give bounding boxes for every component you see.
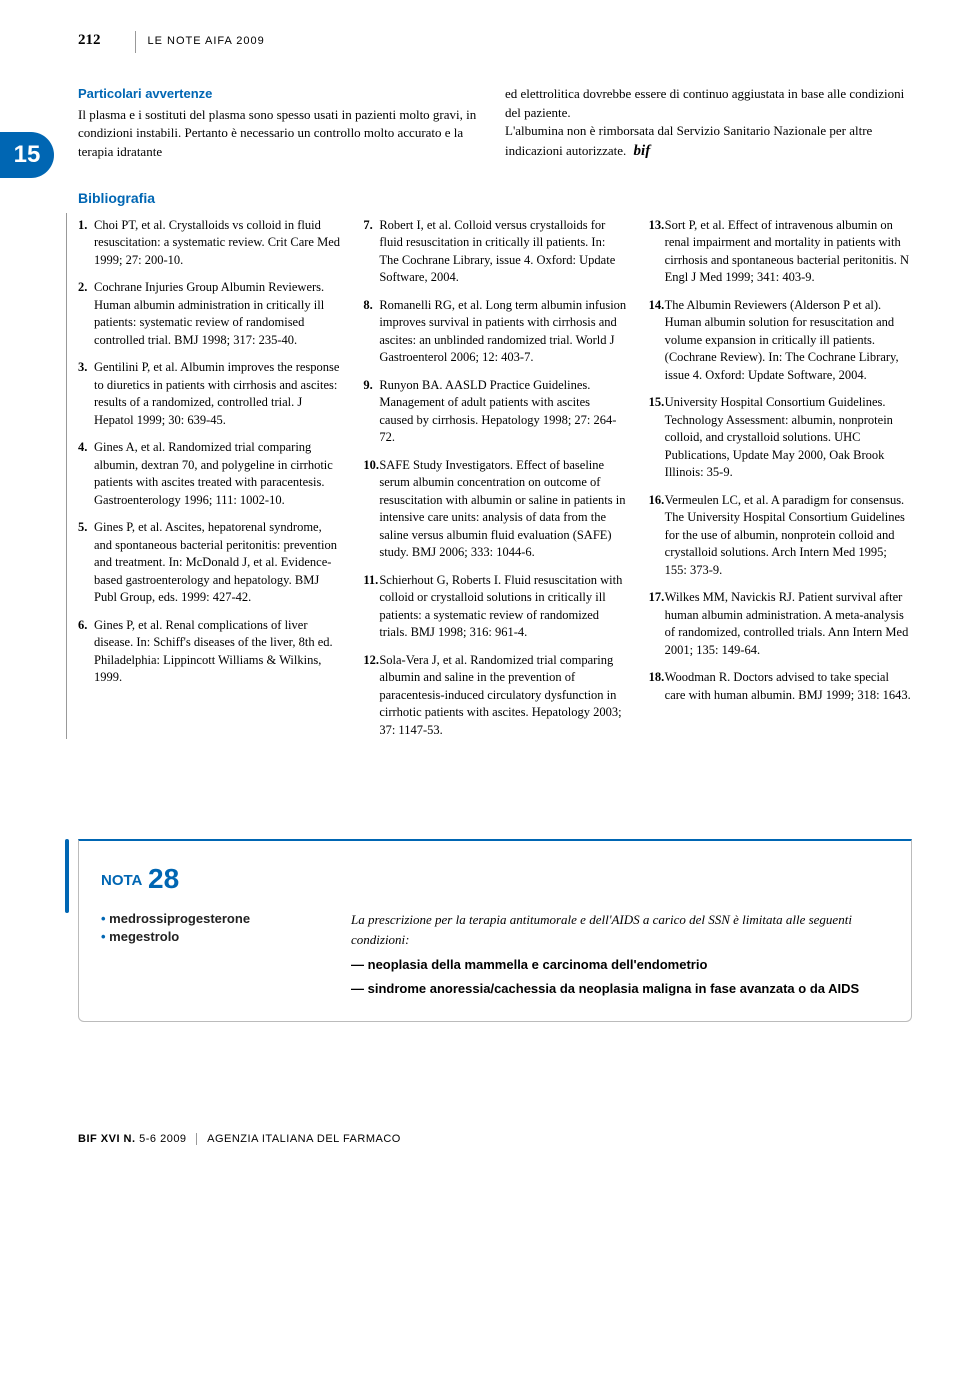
bibliography-title: Bibliografia [78, 189, 912, 209]
nota-lead: La prescrizione per la terapia antitumor… [351, 910, 889, 950]
bib-number: 5. [78, 519, 87, 537]
bib-text: Schierhout G, Roberts I. Fluid resuscita… [379, 573, 622, 640]
bib-number: 15. [649, 394, 665, 412]
bib-number: 8. [363, 297, 372, 315]
bib-text: Gentilini P, et al. Albumin improves the… [94, 360, 339, 427]
bib-number: 10. [363, 457, 379, 475]
bib-text: Robert I, et al. Colloid versus crystall… [379, 218, 615, 285]
nota-drug-item: medrossiprogesterone [101, 910, 321, 928]
bib-text: The Albumin Reviewers (Alderson P et al)… [665, 298, 899, 382]
bibliography-item: 17.Wilkes MM, Navickis RJ. Patient survi… [649, 589, 912, 659]
bib-text: Choi PT, et al. Crystalloids vs colloid … [94, 218, 340, 267]
page-number: 212 [78, 30, 101, 51]
side-rule [66, 213, 67, 739]
bib-text: Runyon BA. AASLD Practice Guidelines. Ma… [379, 378, 616, 445]
bib-text: Woodman R. Doctors advised to take speci… [665, 670, 911, 702]
footer-issue: 5-6 2009 [139, 1133, 186, 1145]
bibliography-item: 9. Runyon BA. AASLD Practice Guidelines. … [363, 377, 626, 447]
bib-number: 11. [363, 572, 378, 590]
bibliography-item: 12.Sola-Vera J, et al. Randomized trial … [363, 652, 626, 740]
bibliography-item: 13.Sort P, et al. Effect of intravenous … [649, 217, 912, 287]
nota-right: La prescrizione per la terapia antitumor… [351, 910, 889, 999]
intro-text-2a: ed elettrolitica dovrebbe essere di cont… [505, 86, 904, 120]
bib-text: Sort P, et al. Effect of intravenous alb… [665, 218, 909, 285]
bib-number: 1. [78, 217, 87, 235]
bib-number: 12. [363, 652, 379, 670]
nota-condition: neoplasia della mammella e carcinoma del… [351, 955, 889, 975]
bib-number: 16. [649, 492, 665, 510]
bib-text: Vermeulen LC, et al. A paradigm for cons… [665, 493, 905, 577]
bib-text: Cochrane Injuries Group Albumin Reviewer… [94, 280, 324, 347]
bibliography-item: 11.Schierhout G, Roberts I. Fluid resusc… [363, 572, 626, 642]
bibliography-columns: 1. Choi PT, et al. Crystalloids vs colloi… [78, 217, 912, 740]
bibliography-item: 2. Cochrane Injuries Group Albumin Review… [78, 279, 341, 349]
page-header: 212 LE NOTE AIFA 2009 [78, 30, 912, 53]
bibliography-item: 10.SAFE Study Investigators. Effect of b… [363, 457, 626, 562]
intro-text-2b: L'albumina non è rimborsata dal Servizio… [505, 123, 872, 158]
intro-col-2: ed elettrolitica dovrebbe essere di cont… [505, 85, 912, 163]
bibliography-item: 4. Gines A, et al. Randomized trial compa… [78, 439, 341, 509]
bib-number: 7. [363, 217, 372, 235]
bibliography-item: 6. Gines P, et al. Renal complications of… [78, 617, 341, 687]
bib-number: 9. [363, 377, 372, 395]
bib-text: Wilkes MM, Navickis RJ. Patient survival… [665, 590, 909, 657]
bib-number: 4. [78, 439, 87, 457]
bib-text: Gines P, et al. Ascites, hepatorenal syn… [94, 520, 337, 604]
nota-box: NOTA 28 medrossiprogesteronemegestrolo L… [78, 839, 912, 1022]
bib-text: University Hospital Consortium Guideline… [665, 395, 893, 479]
intro-col-1: Particolari avvertenze Il plasma e i sos… [78, 85, 485, 163]
footer-bif: BIF XVI N. [78, 1133, 136, 1145]
bib-text: Gines A, et al. Randomized trial compari… [94, 440, 333, 507]
nota-label: NOTA [101, 872, 142, 889]
bib-number: 6. [78, 617, 87, 635]
nota-header: NOTA 28 [101, 859, 889, 898]
page-footer: BIF XVI N. 5-6 2009 AGENZIA ITALIANA DEL… [78, 1132, 912, 1147]
bib-text: Romanelli RG, et al. Long term albumin i… [379, 298, 626, 365]
bibliography-item: 3. Gentilini P, et al. Albumin improves t… [78, 359, 341, 429]
bib-text: SAFE Study Investigators. Effect of base… [379, 458, 625, 560]
nota-drugs-list: medrossiprogesteronemegestrolo [101, 910, 321, 999]
nota-side-accent [65, 839, 69, 913]
footer-agency: AGENZIA ITALIANA DEL FARMACO [196, 1133, 401, 1145]
nota-body: medrossiprogesteronemegestrolo La prescr… [101, 910, 889, 999]
nota-condition: sindrome anoressia/cachessia da neoplasi… [351, 979, 889, 999]
bibliography-block: Bibliografia 1. Choi PT, et al. Crystallo… [78, 189, 912, 739]
chapter-tab: 15 [0, 132, 54, 178]
bib-number: 2. [78, 279, 87, 297]
bibliography-item: 15.University Hospital Consortium Guidel… [649, 394, 912, 482]
bib-number: 14. [649, 297, 665, 315]
bibliography-item: 8. Romanelli RG, et al. Long term albumin… [363, 297, 626, 367]
bib-number: 18. [649, 669, 665, 687]
bibliography-item: 5. Gines P, et al. Ascites, hepatorenal s… [78, 519, 341, 607]
bib-number: 3. [78, 359, 87, 377]
nota-drug-item: megestrolo [101, 928, 321, 946]
bibliography-item: 16.Vermeulen LC, et al. A paradigm for c… [649, 492, 912, 580]
bibliography-item: 1. Choi PT, et al. Crystalloids vs colloi… [78, 217, 341, 270]
intro-block: Particolari avvertenze Il plasma e i sos… [78, 85, 912, 163]
nota-number: 28 [148, 863, 179, 894]
page: 212 LE NOTE AIFA 2009 15 Particolari avv… [0, 0, 960, 1375]
header-title: LE NOTE AIFA 2009 [135, 31, 265, 53]
bib-text: Gines P, et al. Renal complications of l… [94, 618, 333, 685]
bibliography-item: 14.The Albumin Reviewers (Alderson P et … [649, 297, 912, 385]
bib-text: Sola-Vera J, et al. Randomized trial com… [379, 653, 621, 737]
nota-conditions: neoplasia della mammella e carcinoma del… [351, 955, 889, 999]
bif-logo-icon: bif [634, 143, 651, 159]
intro-heading: Particolari avvertenze [78, 85, 485, 104]
bib-number: 17. [649, 589, 665, 607]
bib-number: 13. [649, 217, 665, 235]
bibliography-item: 7. Robert I, et al. Colloid versus crysta… [363, 217, 626, 287]
bibliography-item: 18.Woodman R. Doctors advised to take sp… [649, 669, 912, 704]
intro-text-1: Il plasma e i sostituti del plasma sono … [78, 107, 476, 160]
